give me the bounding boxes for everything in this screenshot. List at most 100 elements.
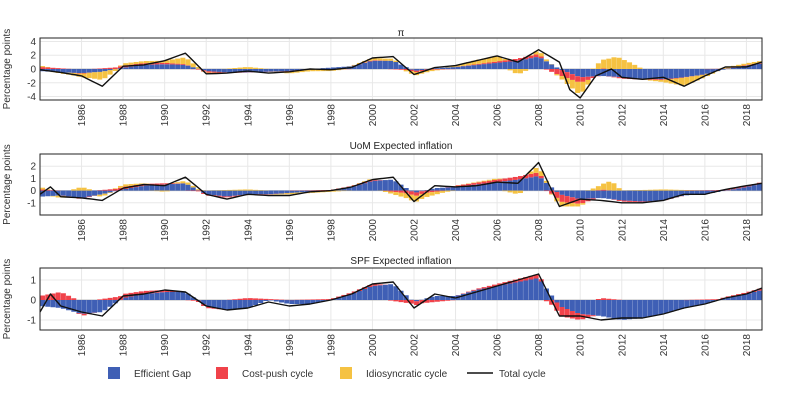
efficient-bar [102,190,108,194]
efficient-bar [704,300,710,304]
efficient-bar [40,190,46,197]
idiosyncratic-bar [299,70,305,73]
idiosyncratic-bar [86,72,92,79]
idiosyncratic-bar [647,79,653,81]
efficient-bar [673,300,679,311]
efficient-bar [611,190,617,200]
costpush-bar [414,70,420,73]
panel-frame [39,37,763,101]
efficient-bar [346,187,352,191]
efficient-bar [320,300,326,302]
efficient-bar [621,300,627,320]
efficient-bar [756,183,762,191]
x-tick-label: 1990 [160,334,171,357]
costpush-bar [97,68,103,69]
efficient-bar [434,296,440,300]
idiosyncratic-bar [185,59,191,66]
costpush-bar [590,315,596,317]
idiosyncratic-bar [71,189,77,191]
efficient-bar [590,190,596,199]
efficient-bar [185,293,191,300]
idiosyncratic-bar [164,190,170,192]
y-tick-label: 1 [30,174,36,185]
x-tick-label: 2000 [368,219,379,242]
idiosyncratic-bar [284,193,290,195]
costpush-bar [486,180,492,183]
efficient-bar [533,176,539,191]
efficient-bar [585,69,591,77]
efficient-bar [398,64,404,69]
idiosyncratic-bar [481,58,487,64]
efficient-bar [476,64,482,69]
idiosyncratic-bar [133,183,139,186]
idiosyncratic-bar [751,62,757,64]
costpush-bar [523,277,529,281]
efficient-bar [481,64,487,69]
costpush-bar [232,195,238,197]
costpush-bar [653,79,659,80]
legend-swatch [216,367,228,379]
costpush-bar [658,79,664,80]
efficient-bar [242,300,248,309]
idiosyncratic-bar [736,64,742,67]
efficient-bar [50,69,56,72]
efficient-bar [190,67,196,69]
costpush-bar [367,285,373,287]
panel-title: UoM Expected inflation [350,141,453,152]
costpush-bar [237,298,243,300]
efficient-bar [414,69,420,71]
panel-title: SPF Expected inflation [350,256,451,267]
efficient-bar [440,67,446,69]
efficient-bar [143,64,149,69]
costpush-bar [528,55,534,59]
efficient-bar [694,190,700,195]
efficient-bar [642,69,648,79]
costpush-bar [580,198,586,204]
x-tick-label: 2016 [700,104,711,127]
idiosyncratic-bar [185,182,191,185]
efficient-bar [704,69,710,74]
costpush-bar [133,292,139,296]
idiosyncratic-bar [471,60,477,65]
costpush-bar [455,185,461,187]
efficient-bar [554,190,560,192]
efficient-bar [289,300,295,304]
efficient-bar [689,190,695,196]
efficient-bar [730,67,736,69]
costpush-bar [403,69,409,70]
efficient-bar [673,69,679,79]
efficient-bar [388,179,394,191]
efficient-bar [175,183,181,191]
efficient-bar [112,190,118,192]
efficient-bar [611,300,617,319]
efficient-bar [289,69,295,71]
efficient-bar [741,294,747,300]
idiosyncratic-bar [190,185,196,188]
costpush-bar [486,62,492,64]
idiosyncratic-bar [445,190,451,192]
costpush-bar [403,300,409,303]
x-tick-label: 1990 [160,219,171,242]
efficient-bar [138,294,144,300]
idiosyncratic-bar [481,180,487,182]
efficient-bar [736,66,742,69]
idiosyncratic-bar [40,66,46,68]
x-tick-label: 2008 [534,104,545,127]
efficient-bar [305,300,311,304]
efficient-bar [429,296,435,300]
idiosyncratic-bar [491,178,497,181]
y-tick-label: -1 [27,198,36,209]
efficient-bar [497,181,503,191]
efficient-bar [502,284,508,300]
efficient-bar [164,184,170,191]
efficient-bar [149,185,155,191]
costpush-bar [372,284,378,286]
efficient-bar [45,190,51,197]
efficient-bar [621,190,627,201]
costpush-bar [549,190,555,194]
efficient-bar [543,61,549,69]
efficient-bar [590,69,596,77]
costpush-bar [569,74,575,80]
x-tick-label: 2016 [700,334,711,357]
